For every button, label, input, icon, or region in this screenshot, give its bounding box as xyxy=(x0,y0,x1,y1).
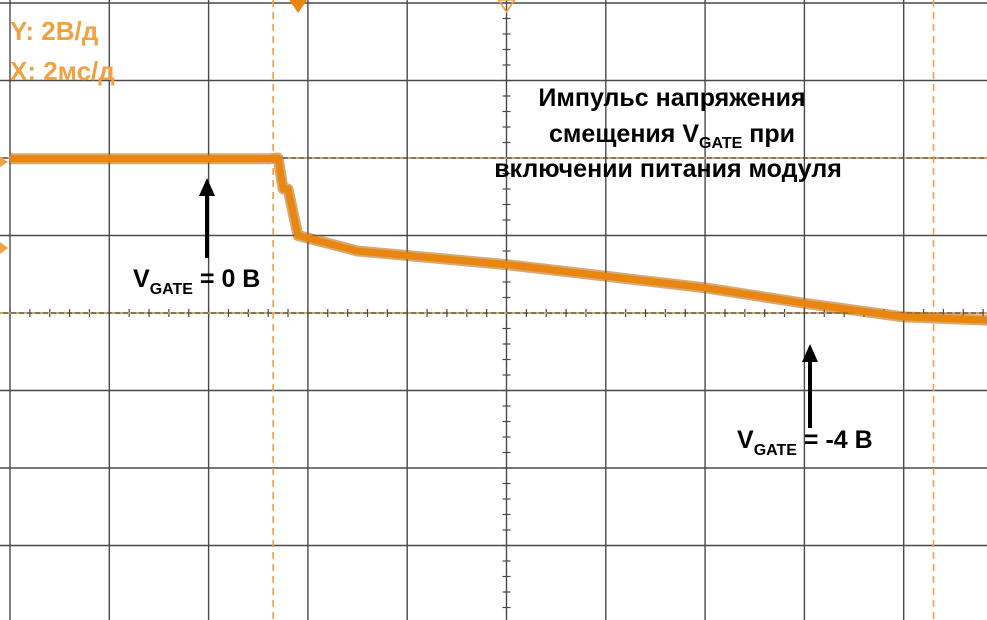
annotation-vgate-0: VGATE = 0 В xyxy=(133,178,260,298)
y-scale-label: Y: 2В/д xyxy=(10,16,99,46)
title-line-2: смещения VGATE при xyxy=(549,120,795,152)
title-line-3: включении питания модуля xyxy=(494,155,842,183)
title-line-1: Импульс напряжения xyxy=(538,84,805,112)
trace-layer xyxy=(9,152,987,326)
x-scale-label: X: 2мс/д xyxy=(10,56,115,86)
vgate-neg4-label: VGATE = -4 В xyxy=(737,426,873,459)
arrow-head-icon xyxy=(199,178,215,196)
arrow-head-icon xyxy=(802,344,818,362)
vgate-0-label: VGATE = 0 В xyxy=(133,265,260,298)
title-annotation: Импульс напряжения смещения VGATE при вк… xyxy=(494,84,842,183)
ground-marker-icon xyxy=(0,157,8,167)
trigger-marker-icon xyxy=(289,0,308,13)
center-marker-icon xyxy=(497,0,516,14)
level-marker-icon xyxy=(0,242,8,254)
annotation-vgate-neg4: VGATE = -4 В xyxy=(737,344,873,459)
